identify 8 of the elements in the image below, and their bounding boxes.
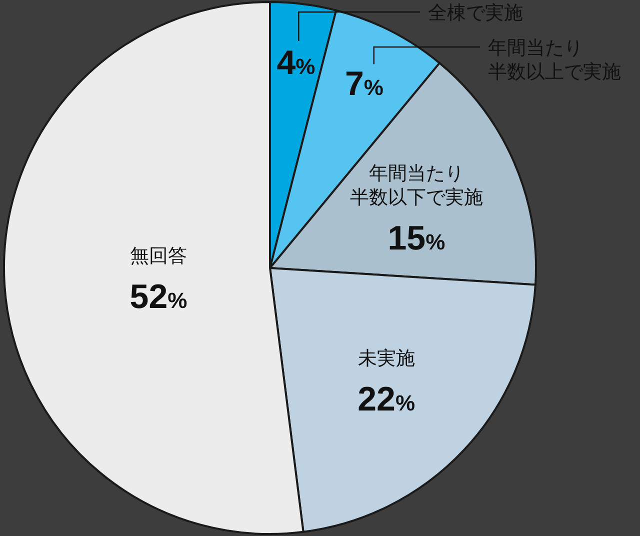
data-label: 4% (276, 44, 316, 82)
data-label: 7% (344, 65, 384, 104)
data-label: 15% (388, 220, 446, 258)
data-label: 22% (358, 380, 416, 418)
data-label: 52% (130, 278, 188, 316)
slice-label: 未実施 (358, 347, 415, 370)
slice-label: 年間当たり半数以下で実施 (350, 164, 483, 209)
slice-label: 無回答 (130, 246, 187, 268)
